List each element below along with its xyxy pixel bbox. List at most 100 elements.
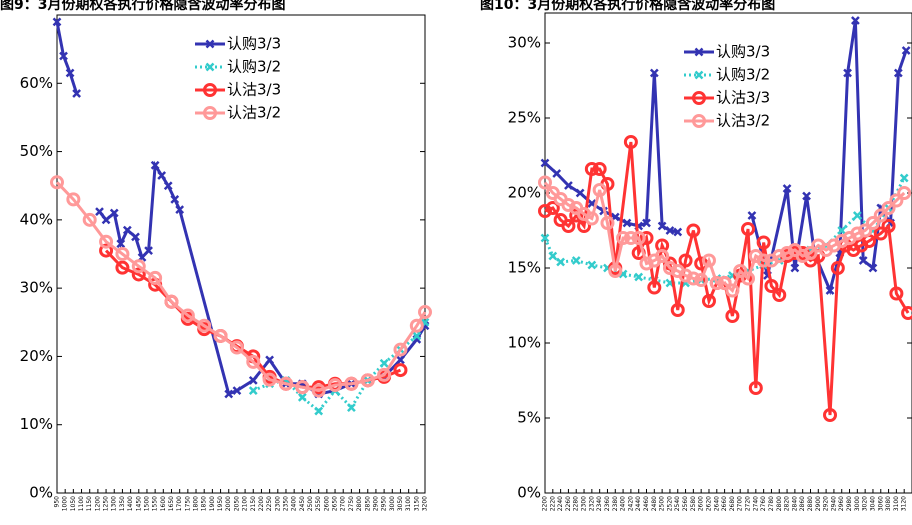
y-tick-label: 20% — [20, 347, 53, 365]
marker — [571, 256, 581, 265]
series — [248, 317, 430, 416]
legend-label: 认购3/3 — [227, 35, 281, 53]
legend-label: 认购3/3 — [716, 43, 770, 61]
marker — [224, 389, 234, 399]
marker — [95, 207, 104, 217]
marker — [115, 260, 130, 275]
marker — [748, 381, 763, 395]
x-tick-label: 1650 — [168, 496, 175, 511]
x-tick-label: 3060 — [877, 496, 884, 511]
marker — [837, 226, 847, 235]
y-tick-label: 15% — [508, 259, 541, 277]
marker — [131, 232, 140, 242]
x-tick-label: 2540 — [674, 496, 681, 511]
x-tick-label: 1350 — [119, 496, 126, 511]
x-tick-label: 1500 — [143, 496, 150, 511]
marker — [717, 276, 732, 290]
marker — [858, 223, 873, 238]
marker — [623, 135, 638, 149]
marker — [377, 367, 392, 382]
marker — [686, 223, 701, 238]
marker — [99, 243, 114, 258]
marker — [701, 253, 716, 268]
marker — [834, 234, 849, 248]
marker — [72, 89, 82, 98]
marker — [109, 208, 119, 218]
x-tick-label: 2500 — [307, 496, 314, 511]
marker — [131, 259, 146, 274]
x-tick-label: 2560 — [682, 496, 689, 511]
marker — [418, 305, 432, 320]
x-tick-label: 1950 — [217, 496, 224, 511]
marker — [157, 171, 167, 180]
marker — [328, 378, 343, 393]
x-tick-label: 2800 — [776, 496, 783, 511]
x-tick-label: 2860 — [799, 496, 806, 511]
x-tick-label: 2420 — [627, 496, 634, 511]
y-tick-label: 0% — [29, 484, 53, 502]
series — [99, 243, 408, 395]
legend-label: 认沽3/2 — [227, 104, 281, 122]
x-tick-label: 2300 — [581, 496, 588, 511]
marker — [662, 261, 677, 275]
x-tick-label: 2620 — [705, 496, 712, 511]
marker — [733, 264, 748, 278]
x-tick-label: 2980 — [846, 496, 853, 511]
x-tick-label: 2940 — [830, 496, 837, 511]
marker — [741, 271, 756, 286]
marker — [229, 340, 244, 355]
marker — [897, 186, 912, 200]
x-tick-label: 2900 — [372, 496, 379, 511]
x-tick-label: 2360 — [604, 496, 611, 511]
x-tick-label: 1250 — [103, 496, 110, 511]
x-tick-label: 3120 — [901, 496, 908, 511]
marker — [642, 218, 651, 228]
y-tick-label: 5% — [517, 409, 541, 427]
x-tick-label: 1600 — [160, 496, 167, 511]
x-tick-label: 2320 — [588, 496, 595, 511]
marker — [889, 193, 904, 208]
x-tick-label: 2440 — [635, 496, 642, 511]
x-tick-label: 2840 — [791, 496, 798, 511]
marker — [665, 226, 675, 235]
marker — [163, 181, 173, 191]
marker — [623, 231, 638, 245]
marker — [59, 51, 68, 61]
legend-label: 认购3/2 — [227, 58, 281, 76]
x-tick-label: 2600 — [698, 496, 705, 511]
x-tick-label: 2220 — [549, 496, 556, 511]
marker — [409, 318, 424, 333]
marker — [246, 354, 261, 369]
marker — [600, 216, 615, 230]
marker — [545, 201, 560, 215]
x-tick-label: 2740 — [752, 496, 759, 511]
marker — [561, 198, 576, 212]
marker — [538, 175, 552, 190]
marker — [164, 294, 179, 309]
marker — [150, 160, 160, 170]
x-tick-label: 2400 — [291, 496, 298, 511]
marker — [396, 355, 405, 365]
marker — [265, 355, 275, 365]
x-tick-label: 2700 — [737, 496, 744, 511]
marker — [616, 231, 631, 245]
marker — [379, 358, 389, 368]
series — [538, 175, 912, 298]
marker — [649, 68, 659, 78]
x-tick-label: 3000 — [854, 496, 861, 511]
x-tick-label: 1400 — [127, 496, 134, 511]
marker — [657, 221, 667, 231]
marker — [592, 183, 607, 197]
marker — [795, 249, 810, 263]
marker — [881, 201, 896, 215]
marker — [584, 211, 599, 226]
legend-label: 认购3/2 — [716, 66, 770, 84]
x-tick-label: 3050 — [397, 496, 404, 511]
marker — [756, 253, 771, 268]
marker — [865, 216, 880, 230]
y-tick-label: 10% — [20, 415, 53, 433]
x-tick-label: 1150 — [86, 496, 93, 511]
marker — [122, 225, 132, 235]
x-tick-label: 2050 — [233, 496, 240, 511]
